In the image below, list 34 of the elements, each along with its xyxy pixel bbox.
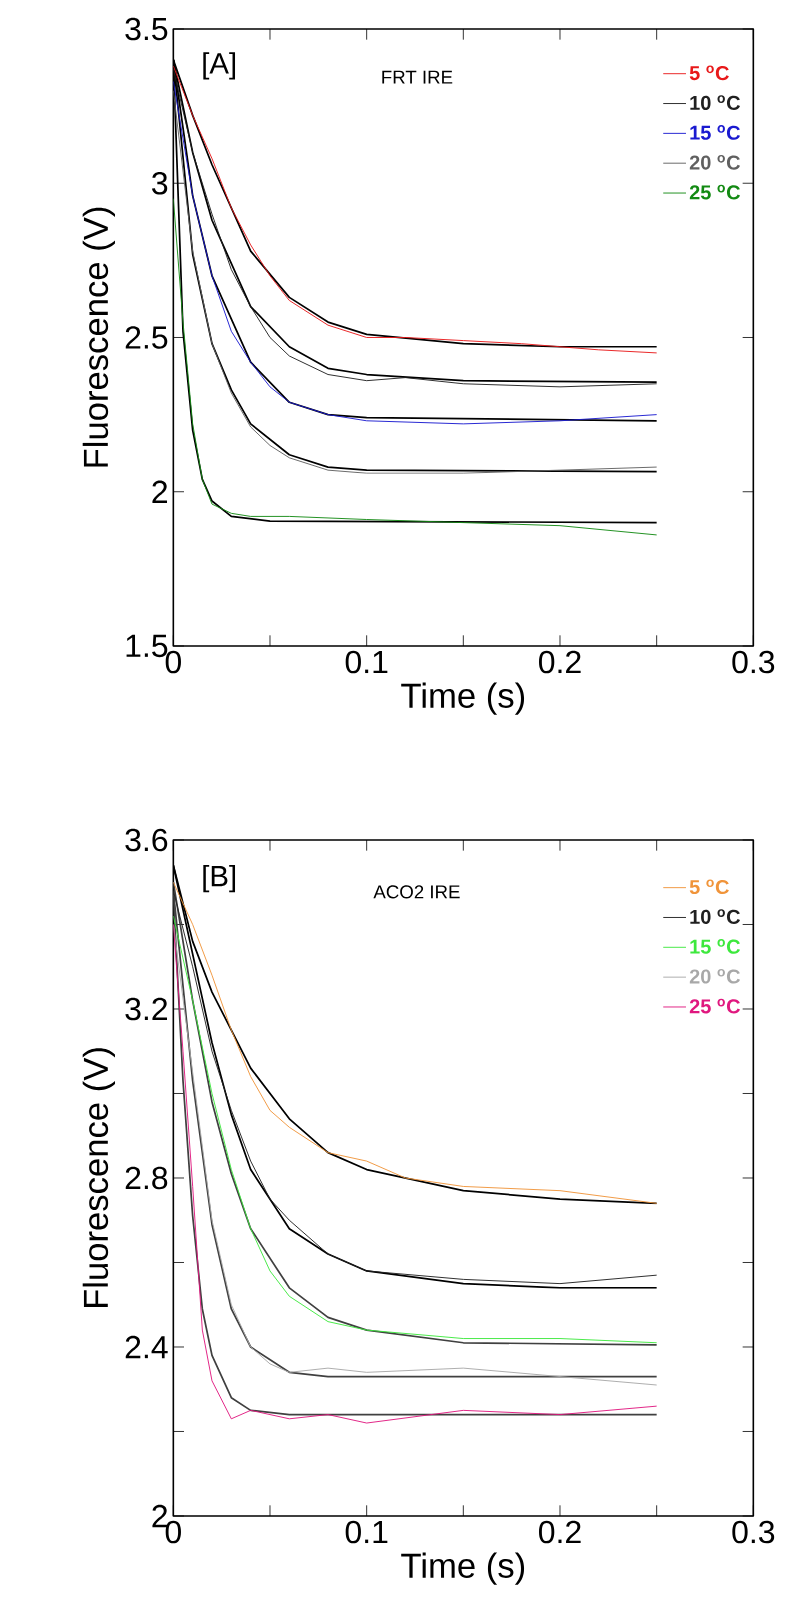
y-tick-label: 3 <box>152 171 168 195</box>
y-axis-title: Fluorescence (V) <box>82 1048 115 1308</box>
x-axis-title: Time (s) <box>401 1552 525 1585</box>
x-tick-label: 0.1 <box>345 650 388 674</box>
legend-label: 20 $^{o}$C <box>689 154 741 170</box>
legend-label: 25 $^{o}$C <box>689 184 741 200</box>
y-tick-label: 3.6 <box>125 828 168 852</box>
x-tick-label: 0.2 <box>539 650 581 674</box>
legend-label: 25 $^{o}$C <box>689 998 741 1014</box>
legend-label: 10 $^{o}$C <box>690 95 741 110</box>
x-tick-label: 0.3 <box>732 1520 775 1544</box>
legend-label: 5 $^{o}$C <box>689 65 729 81</box>
y-tick-label: 2 <box>152 480 168 503</box>
y-tick-label: 2.4 <box>125 1335 168 1359</box>
annotation: FRT IRE <box>382 70 453 84</box>
x-axis-title: Time (s) <box>401 682 525 715</box>
y-tick-label: 3.5 <box>125 17 168 41</box>
x-tick-label: 0 <box>165 1520 181 1544</box>
x-tick-label: 0.1 <box>345 1520 388 1544</box>
legend-label: 20 $^{o}$C <box>689 968 741 984</box>
legend-label: 10 $^{o}$C <box>690 909 741 924</box>
legend-label: 5 $^{o}$C <box>689 879 729 895</box>
x-tick-label: 0.3 <box>732 650 775 674</box>
annotation: ACO2 IRE <box>373 885 460 899</box>
legend-label: 15 $^{o}$C <box>690 125 741 140</box>
annotation: [B] <box>203 864 236 893</box>
y-axis-title: Fluorescence (V) <box>82 207 115 467</box>
annotation: [A] <box>203 52 236 80</box>
legend-label: 15 $^{o}$C <box>690 939 741 954</box>
y-tick-label: 3.2 <box>125 997 168 1021</box>
x-tick-label: 0.2 <box>539 1520 581 1544</box>
y-tick-label: 2.8 <box>125 1166 168 1190</box>
y-tick-label: 2 <box>152 1504 168 1528</box>
y-tick-label: 2.5 <box>125 326 168 349</box>
